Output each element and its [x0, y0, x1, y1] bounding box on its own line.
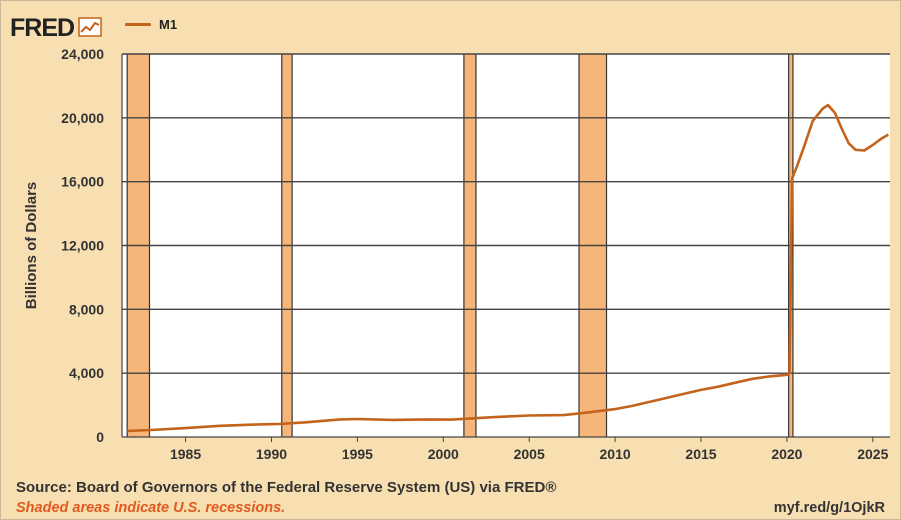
legend-label-m1: M1	[159, 17, 178, 32]
y-tick-label: 8,000	[69, 301, 104, 317]
gridlines	[122, 53, 890, 374]
x-tick-label: 2025	[857, 446, 888, 462]
y-tick-label: 4,000	[69, 365, 104, 381]
fred-chart-icon	[78, 17, 102, 42]
y-tick-label: 0	[96, 429, 104, 445]
y-tick-label: 16,000	[61, 174, 104, 190]
x-tick-label: 2000	[428, 446, 459, 462]
y-tick-label: 12,000	[61, 238, 104, 254]
fred-logo: FRED	[10, 14, 75, 42]
x-tick-label: 1995	[342, 446, 373, 462]
series-layer	[127, 103, 889, 433]
line-chart: 0 4,000 8,000 12,000 16,000 20,000 24,000 1985 1…	[23, 46, 890, 462]
x-tick-label: 1985	[170, 446, 201, 462]
y-tick-label: 24,000	[61, 46, 104, 62]
y-tick-label: 20,000	[61, 110, 104, 126]
source-text: Source: Board of Governors of the Federa…	[16, 479, 557, 496]
series-line-m1	[127, 103, 889, 433]
short-url-link[interactable]: myf.red/g/1OjkR	[773, 500, 885, 516]
y-axis-title: Billions of Dollars	[23, 182, 40, 310]
x-tick-label: 2020	[771, 446, 802, 462]
legend-swatch-m1	[125, 23, 151, 26]
x-tick-label: 2005	[514, 446, 545, 462]
recession-note: Shaded areas indicate U.S. recessions.	[16, 500, 286, 516]
legend: M1	[125, 17, 177, 32]
x-tick-label: 2015	[685, 446, 716, 462]
axes: 0 4,000 8,000 12,000 16,000 20,000 24,000 1985 1…	[61, 46, 890, 462]
fred-brand[interactable]: FRED	[10, 14, 102, 43]
x-tick-label: 1990	[256, 446, 287, 462]
x-tick-label: 2010	[600, 446, 631, 462]
